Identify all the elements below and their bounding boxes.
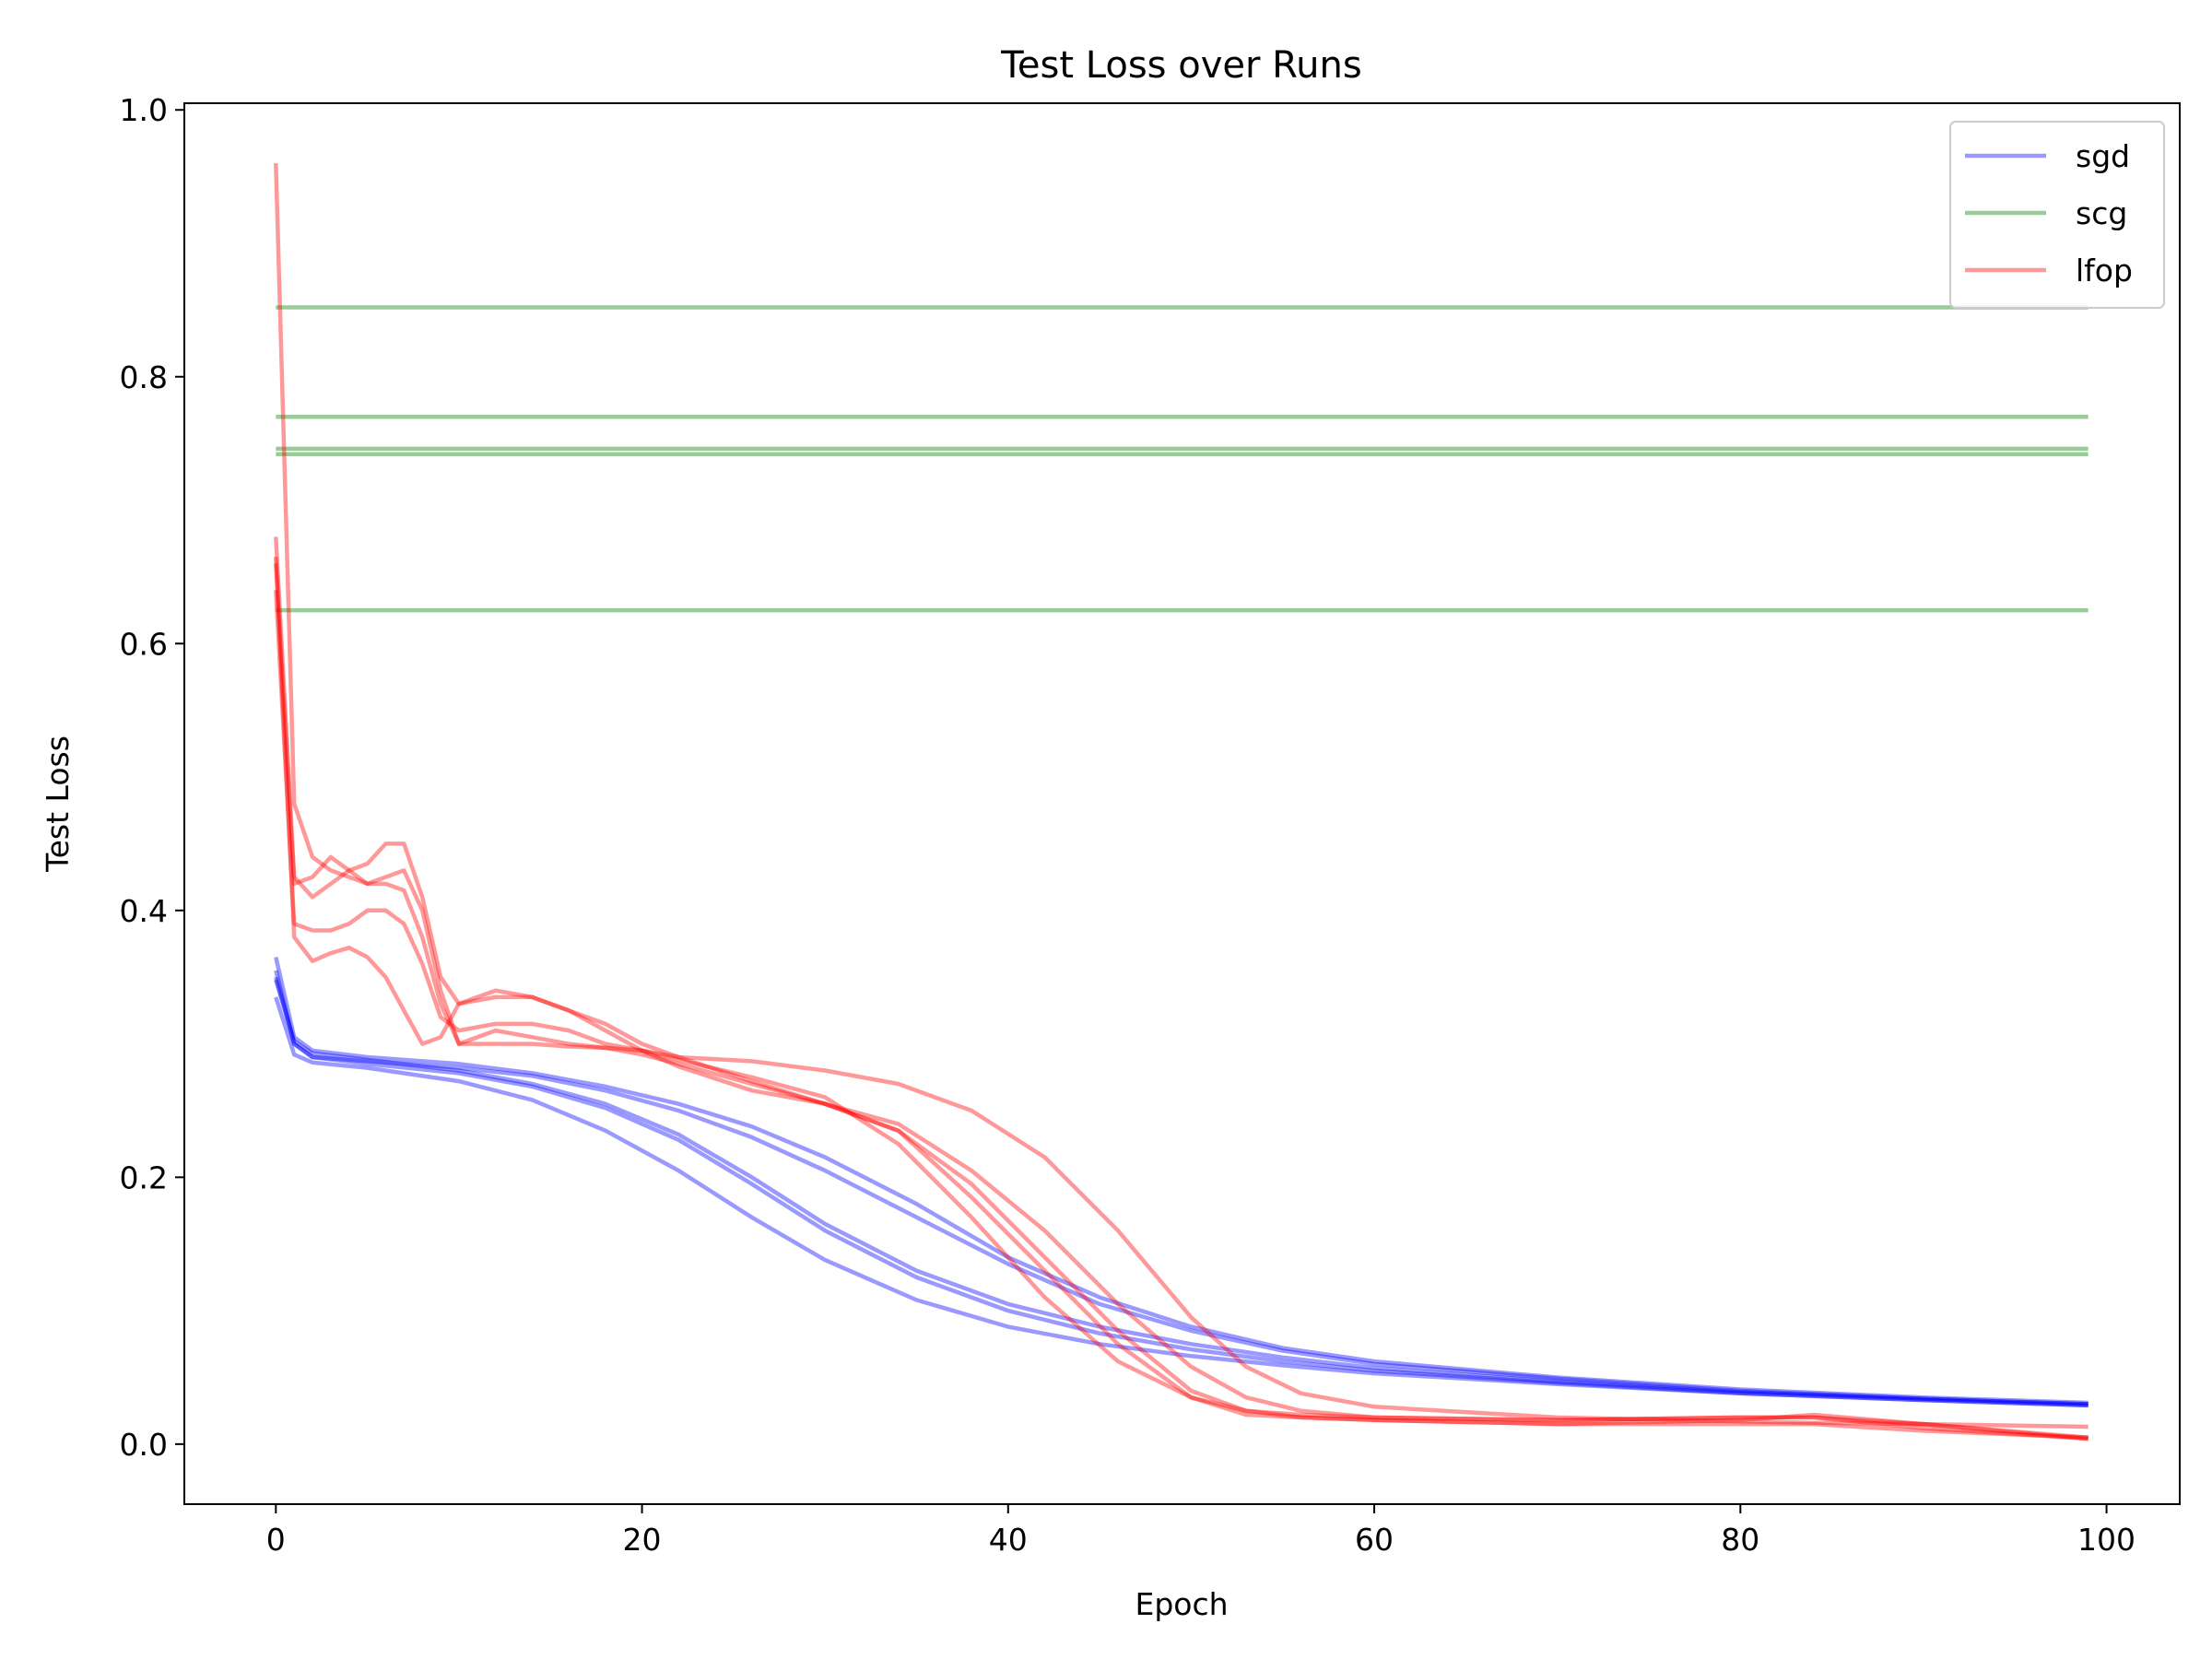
x-tick-label: 60 xyxy=(1355,1522,1394,1558)
legend-label-scg: scg xyxy=(2076,195,2127,231)
plot-lines xyxy=(274,163,2088,1441)
series-line-sgd-1 xyxy=(274,970,2088,1406)
y-tick-label: 0.4 xyxy=(120,893,168,929)
y-tick-label: 0.6 xyxy=(120,626,168,662)
y-tick-label: 0.8 xyxy=(120,359,168,395)
legend-label-sgd: sgd xyxy=(2076,138,2130,174)
series-line-lfop-12 xyxy=(274,563,2088,1440)
series-line-sgd-4 xyxy=(274,996,2088,1408)
y-axis-label: Test Loss xyxy=(40,735,76,873)
series-line-lfop-10 xyxy=(274,163,2088,1430)
series-line-sgd-0 xyxy=(274,956,2088,1406)
y-tick-label: 0.2 xyxy=(120,1159,168,1195)
y-tick-label: 1.0 xyxy=(120,92,168,128)
series-line-lfop-11 xyxy=(274,536,2088,1440)
x-tick-label: 80 xyxy=(1721,1522,1759,1558)
series-line-lfop-13 xyxy=(274,590,2088,1441)
chart-title: Test Loss over Runs xyxy=(1000,44,1361,87)
x-tick-label: 40 xyxy=(989,1522,1028,1558)
series-line-lfop-14 xyxy=(274,557,2088,1441)
y-tick-label: 0.0 xyxy=(120,1427,168,1463)
x-axis-label: Epoch xyxy=(1135,1586,1228,1622)
legend-label-lfop: lfop xyxy=(2076,253,2133,288)
y-axis-ticks: 0.0 0.2 0.4 0.6 0.8 1.0 xyxy=(120,92,184,1463)
series-line-sgd-2 xyxy=(274,979,2088,1406)
x-axis-ticks: 0 20 40 60 80 100 xyxy=(266,1504,2136,1558)
legend: sgd scg lfop xyxy=(1949,121,2165,309)
series-line-sgd-3 xyxy=(274,976,2088,1408)
legend-box xyxy=(1949,121,2165,309)
x-tick-label: 20 xyxy=(623,1522,662,1558)
x-tick-label: 0 xyxy=(266,1522,286,1558)
x-tick-label: 100 xyxy=(2077,1522,2136,1558)
plot-frame xyxy=(183,102,2181,1505)
